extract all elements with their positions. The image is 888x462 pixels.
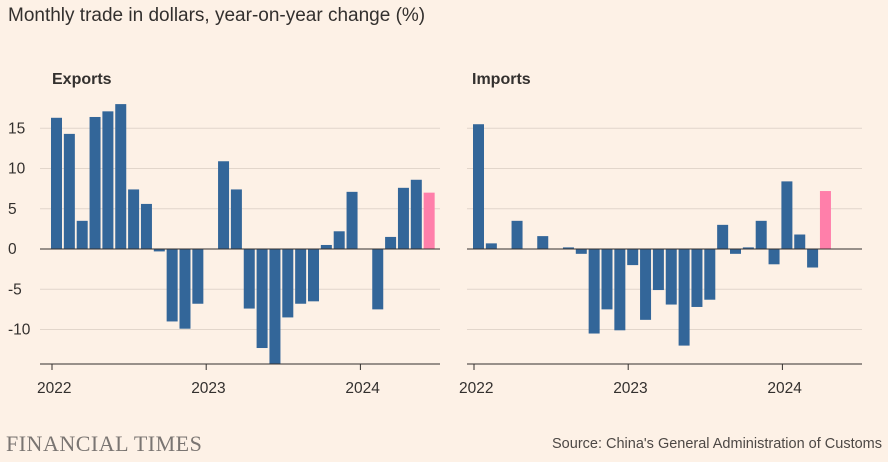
y-tick-label: 15 — [8, 120, 25, 137]
bar — [537, 236, 549, 249]
bar — [140, 203, 152, 249]
bar — [473, 124, 484, 249]
bar — [730, 249, 741, 254]
bar — [192, 249, 204, 304]
bar — [128, 189, 140, 249]
y-tick-label: -10 — [8, 322, 31, 339]
bar — [102, 111, 114, 249]
bar — [717, 224, 729, 249]
bar — [768, 249, 780, 265]
bar — [588, 249, 600, 334]
bar — [665, 249, 677, 305]
bar — [511, 220, 523, 249]
bar — [742, 247, 754, 249]
bar — [819, 191, 831, 249]
bar — [295, 249, 307, 304]
bar — [372, 249, 384, 310]
bar — [781, 181, 793, 249]
bar — [51, 117, 62, 249]
bar — [794, 234, 806, 249]
publisher-brand: FINANCIAL TIMES — [6, 431, 203, 456]
bar — [63, 133, 75, 249]
bar — [179, 249, 191, 329]
bar — [218, 161, 230, 249]
chart-title: Monthly trade in dollars, year-on-year c… — [8, 5, 426, 26]
x-tick-label: 2023 — [191, 380, 225, 397]
bar — [755, 220, 767, 249]
bar — [385, 236, 397, 249]
bar — [397, 187, 409, 249]
bar — [485, 243, 497, 249]
bar — [691, 249, 703, 307]
y-tick-label: 10 — [8, 161, 26, 178]
bar — [627, 249, 639, 266]
bar — [562, 247, 574, 249]
bar — [678, 249, 690, 346]
bar — [256, 249, 268, 349]
bar — [308, 249, 319, 302]
imports-panel: Imports 2022 2023 2024 — [459, 71, 862, 397]
bar — [346, 191, 358, 249]
bar — [153, 249, 165, 252]
bar — [575, 249, 587, 254]
source-note: Source: China's General Administration o… — [552, 436, 882, 452]
bar — [76, 220, 88, 249]
y-tick-label: 0 — [8, 241, 17, 258]
bar — [166, 249, 178, 322]
bar — [333, 231, 345, 249]
bar — [230, 189, 242, 249]
bar — [652, 249, 664, 291]
x-tick-label: 2022 — [37, 380, 71, 397]
bar — [601, 249, 613, 310]
bar — [423, 192, 435, 249]
bar — [614, 249, 626, 331]
bar — [704, 249, 716, 300]
bar — [115, 104, 127, 249]
bar — [269, 249, 281, 365]
bar — [807, 249, 819, 268]
bar — [243, 249, 255, 309]
x-tick-label: 2024 — [767, 380, 802, 397]
y-tick-label: -5 — [8, 281, 22, 298]
bar — [320, 244, 332, 249]
x-tick-label: 2023 — [613, 380, 647, 397]
x-tick-label: 2022 — [459, 380, 493, 397]
panel-title: Exports — [52, 71, 112, 88]
exports-panel: Exports 15 10 5 0 -5 -10 2022 2023 2024 — [8, 71, 440, 397]
y-tick-label: 5 — [8, 201, 17, 218]
bar — [640, 249, 652, 320]
panel-title: Imports — [472, 71, 531, 88]
bar — [410, 179, 422, 249]
bar — [282, 249, 294, 318]
x-tick-label: 2024 — [345, 380, 380, 397]
bar — [89, 116, 101, 249]
